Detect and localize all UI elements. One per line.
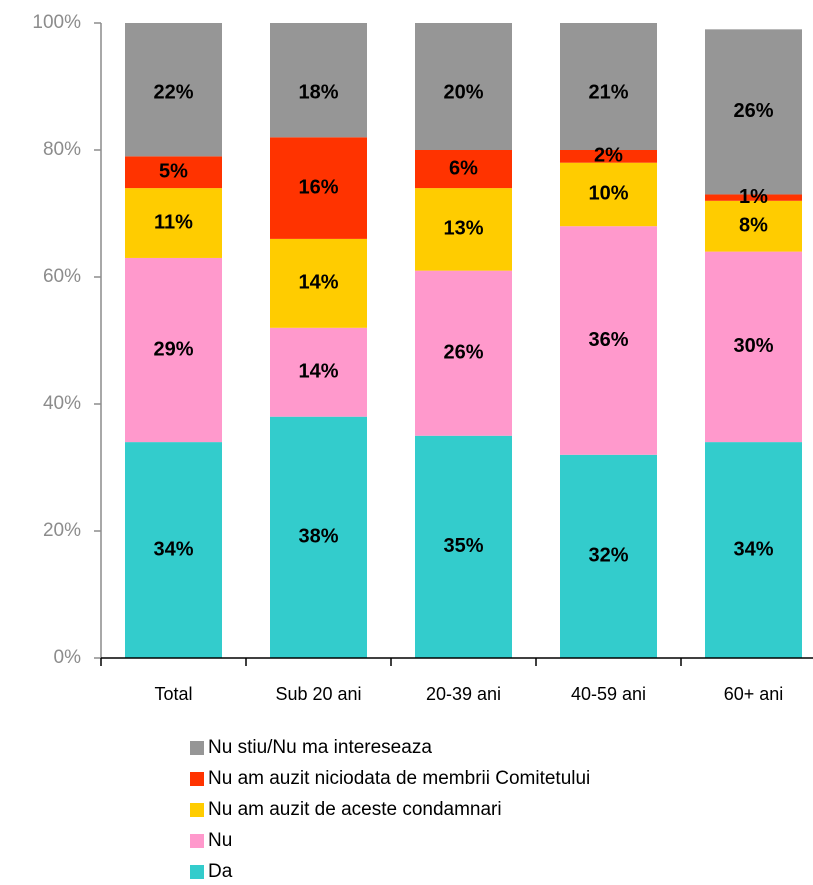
data-label: 2%: [594, 145, 623, 167]
y-tick-label: 0%: [54, 647, 82, 668]
legend-swatch: [190, 834, 204, 848]
legend-swatch: [190, 803, 204, 817]
bar-segment: [560, 162, 657, 227]
data-label: 18%: [298, 81, 338, 103]
data-label: 38%: [298, 526, 338, 548]
data-label: 35%: [443, 535, 483, 557]
legend-label: Nu am auzit niciodata de membrii Comitet…: [208, 768, 590, 789]
bar-segment: [270, 23, 367, 138]
bar-segment: [415, 188, 512, 271]
data-label: 30%: [733, 335, 773, 357]
data-label: 16%: [298, 176, 338, 198]
y-tick-label: 60%: [43, 266, 81, 287]
data-label: 10%: [588, 183, 628, 205]
bar-segment: [125, 156, 222, 189]
bar-segment: [560, 226, 657, 455]
bar-segment: [270, 238, 367, 328]
data-label: 32%: [588, 545, 628, 567]
bar-segment: [125, 257, 222, 443]
data-label: 26%: [443, 341, 483, 363]
y-tick-label: 80%: [43, 139, 81, 160]
bar-segment: [560, 23, 657, 151]
bar-segment: [415, 270, 512, 436]
bar-segment: [415, 150, 512, 189]
data-label: 6%: [449, 157, 478, 179]
bar-segment: [270, 137, 367, 239]
legend-swatch: [190, 865, 204, 879]
bar-segment: [560, 150, 657, 163]
x-tick-label: 20-39 ani: [426, 684, 501, 704]
legend-swatch: [190, 772, 204, 786]
data-label: 26%: [733, 100, 773, 122]
legend-label: Nu: [208, 830, 232, 851]
y-tick-label: 20%: [43, 520, 81, 541]
plot-area: [125, 23, 802, 658]
x-tick-label: Sub 20 ani: [275, 684, 361, 704]
bar-segment: [270, 327, 367, 417]
bar-segment: [705, 194, 802, 201]
data-label: 13%: [443, 218, 483, 240]
data-label: 11%: [154, 211, 193, 233]
data-label: 14%: [298, 272, 338, 294]
legend-label: Nu am auzit de aceste condamnari: [208, 799, 502, 820]
x-tick-label: 40-59 ani: [571, 684, 646, 704]
bar-segment: [415, 435, 512, 658]
data-label: 36%: [588, 329, 628, 351]
y-tick-label: 100%: [32, 12, 81, 33]
bar-segment: [705, 200, 802, 252]
data-label: 8%: [739, 214, 768, 236]
x-tick-label: Total: [154, 684, 192, 704]
x-tick-label: 60+ ani: [724, 684, 784, 704]
data-label: 34%: [733, 538, 773, 560]
bar-segment: [705, 29, 802, 195]
bar-segment: [705, 442, 802, 658]
data-label: 21%: [588, 81, 628, 103]
bar-segment: [270, 416, 367, 658]
data-label: 34%: [153, 538, 193, 560]
bar-segment: [560, 454, 657, 658]
y-tick-label: 40%: [43, 393, 81, 414]
data-label: 14%: [298, 361, 338, 383]
legend-swatch: [190, 741, 204, 755]
bar-segment: [125, 23, 222, 157]
data-label: 22%: [153, 81, 193, 103]
data-label: 29%: [153, 338, 193, 360]
data-label: 5%: [159, 161, 188, 183]
bar-segment: [125, 442, 222, 658]
bar-segment: [705, 251, 802, 443]
data-label: 1%: [739, 186, 768, 208]
data-label: 20%: [443, 81, 483, 103]
bar-segment: [125, 188, 222, 258]
legend-label: Nu stiu/Nu ma intereseaza: [208, 737, 432, 758]
bar-segment: [415, 23, 512, 150]
legend-label: Da: [208, 861, 233, 882]
